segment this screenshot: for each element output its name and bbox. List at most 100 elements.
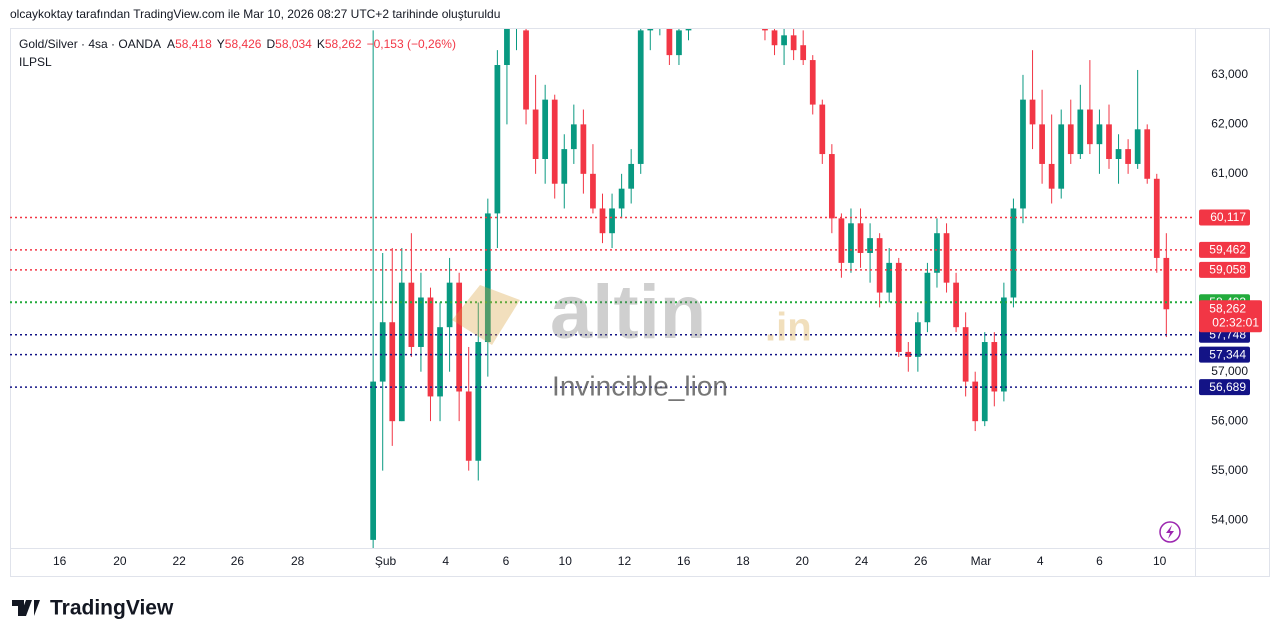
x-tick-label: 4 (442, 554, 449, 568)
candle-body (542, 99, 549, 159)
alert-bolt (1166, 525, 1174, 539)
candle-body (972, 381, 979, 422)
candle-body (523, 30, 529, 110)
candle-body (848, 223, 854, 263)
candle-body (781, 35, 787, 46)
candle-body (427, 297, 434, 397)
candle-body (408, 282, 415, 347)
x-tick-label: 22 (172, 554, 186, 568)
ohlc-value: 58,418 (175, 37, 212, 51)
y-tick-label: 63,000 (1211, 67, 1248, 81)
candle-body (828, 154, 835, 219)
candle-body (475, 342, 482, 461)
x-tick-label: 12 (618, 554, 632, 568)
x-tick-label: 26 (914, 554, 928, 568)
candle-body (437, 327, 443, 397)
plot: 54,000 55,000 56,000 57,000 61,000 62,000 63,0… (10, 0, 1269, 576)
candle-body (934, 233, 940, 273)
candle-body (991, 342, 998, 392)
candle-body (465, 391, 472, 461)
candle-body (1153, 178, 1160, 258)
footer-logo: TradingView (12, 597, 174, 620)
watermark-author: Invincible_lion (552, 370, 728, 401)
x-tick-label: Mar (971, 554, 992, 568)
candle-body (609, 208, 615, 234)
level-label: 59,058 (1209, 263, 1246, 277)
candle-body (484, 213, 491, 343)
candle-body (943, 233, 950, 283)
candle-body (914, 322, 921, 357)
candle-body (886, 262, 893, 293)
candle-body (743, 1, 749, 16)
change: −0,153 (−0,26%) (367, 37, 456, 51)
ohlc-key: A (167, 37, 175, 51)
y-tick-label: 61,000 (1211, 166, 1248, 180)
candle-body (876, 238, 883, 293)
candle-body (924, 272, 931, 323)
ohlc-value: 58,426 (225, 37, 262, 51)
y-tick-label: 62,000 (1211, 117, 1248, 131)
candle-body (379, 322, 386, 382)
level-label-box (1199, 261, 1250, 278)
candle-body (504, 29, 510, 66)
candle-body (1029, 99, 1036, 125)
x-tick-label: 4 (1037, 554, 1044, 568)
candle-body (695, 0, 701, 6)
watermark-brand: altin (550, 270, 706, 355)
candle-body (666, 29, 673, 56)
candle-body (1067, 124, 1074, 155)
candle-body (446, 282, 453, 328)
candle-body (1115, 149, 1122, 159)
candle-body (819, 104, 826, 155)
candle-body (1058, 124, 1065, 189)
candle-body (456, 282, 463, 392)
watermark-tld: .in (765, 306, 812, 350)
y-tick-label: 54,000 (1211, 512, 1248, 526)
candle-body (647, 29, 654, 31)
candle-body (895, 262, 902, 352)
y-tick-label: 57,000 (1211, 364, 1248, 378)
watermark-logo (452, 285, 520, 345)
level-label-box (1199, 209, 1250, 226)
x-tick-label: 10 (559, 554, 573, 568)
level-label: 57,344 (1209, 347, 1246, 361)
symbol: Gold/Silver · 4sa · OANDA (19, 37, 161, 51)
candle-body (953, 282, 959, 328)
candle-body (705, 0, 711, 1)
credit: olcaykoktay tarafından TradingView.com i… (10, 7, 500, 21)
candle-body (771, 30, 778, 46)
candle-body (685, 29, 692, 31)
candle-body (1010, 208, 1017, 298)
candle-body (809, 60, 816, 105)
candle-body (1001, 297, 1007, 392)
countdown: 02:32:01 (1212, 315, 1259, 329)
ohlc-value: 58,262 (325, 37, 362, 51)
candle-body (580, 124, 587, 174)
x-tick-label: 6 (503, 554, 510, 568)
candle-body (1163, 257, 1170, 310)
x-tick-label: 26 (231, 554, 245, 568)
x-tick-label: 24 (855, 554, 869, 568)
candle-body (494, 65, 501, 214)
candle-body (1144, 129, 1151, 179)
candle-body (1048, 163, 1055, 189)
candle-body (1077, 109, 1084, 155)
x-tick-label: 16 (677, 554, 691, 568)
candle-body (590, 173, 596, 209)
candle-body (800, 45, 807, 61)
candle-body (1096, 124, 1103, 145)
candle-body (790, 35, 797, 51)
ohlc-value: 58,034 (275, 37, 312, 51)
candle-body (857, 223, 864, 253)
candle-body (838, 218, 845, 263)
x-tick-label: 20 (796, 554, 810, 568)
candle-body (733, 1, 739, 6)
watermark: altin .in (452, 270, 812, 355)
candle-body (753, 16, 759, 17)
alert-icon[interactable] (1159, 521, 1181, 543)
candle-body (514, 16, 520, 26)
candle-body (657, 1, 663, 11)
candle-body (561, 149, 568, 184)
last-price-box (1199, 300, 1262, 333)
candle-body (1125, 149, 1131, 164)
